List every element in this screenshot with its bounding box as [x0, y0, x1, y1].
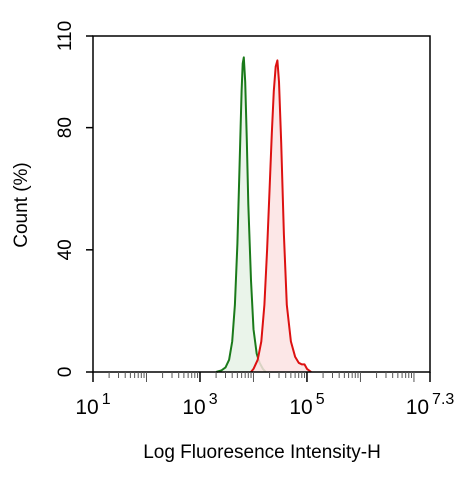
x-tick-label: 10 1 [75, 391, 110, 419]
y-axis: 0 40 80 110 [55, 21, 93, 377]
y-axis-label: Count (%) [11, 162, 32, 248]
series-1-line [250, 59, 312, 373]
x-tick-base: 10 [289, 396, 312, 419]
x-axis: 10 1 10 3 10 5 10 7.3 [75, 372, 454, 419]
series-0-fill [216, 57, 266, 373]
y-tick-label: 80 [55, 117, 76, 138]
y-tick-label: 40 [55, 239, 76, 260]
x-tick-base: 10 [75, 396, 98, 419]
series-0-line [215, 56, 267, 373]
y-tick-label: 0 [55, 367, 76, 378]
x-tick-exponent: 3 [209, 391, 218, 408]
x-tick-exponent: 7.3 [432, 391, 454, 408]
y-tick-label: 110 [55, 21, 76, 51]
x-tick-label: 10 7.3 [406, 391, 455, 419]
series-layer [215, 56, 312, 373]
series-1-fill [251, 60, 312, 373]
x-tick-label: 10 3 [182, 391, 217, 419]
x-tick-base: 10 [406, 396, 429, 419]
x-tick-label: 10 5 [289, 391, 324, 419]
x-tick-exponent: 1 [102, 391, 111, 408]
x-axis-label: Log Fluoresence Intensity-H [143, 442, 381, 463]
x-tick-exponent: 5 [316, 391, 325, 408]
x-tick-base: 10 [182, 396, 205, 419]
plot-frame [92, 35, 431, 373]
